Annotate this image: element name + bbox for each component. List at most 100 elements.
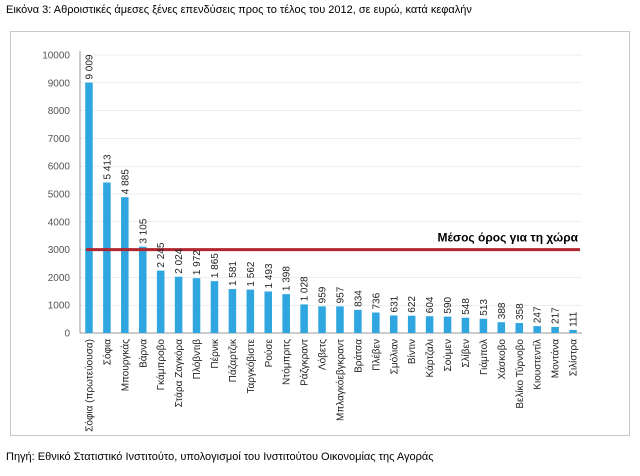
category-label: Σούμεν xyxy=(442,339,454,371)
bar xyxy=(228,289,237,333)
category-label: Ντόμπριτς xyxy=(281,339,293,385)
category-label: Σλίβεν xyxy=(460,339,472,368)
category-label: Σιλίστρα xyxy=(568,339,580,376)
y-tick-label: 7000 xyxy=(48,134,71,145)
bars xyxy=(85,82,577,333)
category-label: Μοντάνα xyxy=(550,339,562,378)
y-tick-label: 0 xyxy=(64,329,70,340)
category-label: Ταργκόβιστε xyxy=(245,338,257,393)
chart-frame xyxy=(10,31,630,436)
category-label: Σμόλιαν xyxy=(388,339,400,374)
category-label: Χάσκοβο xyxy=(496,339,508,380)
bar-value-label: 2 024 xyxy=(174,248,185,273)
bar xyxy=(389,315,398,333)
bar xyxy=(569,329,577,333)
bar xyxy=(497,322,506,333)
bar xyxy=(174,276,183,333)
bar xyxy=(461,317,470,333)
bar xyxy=(336,306,344,333)
bar xyxy=(407,315,416,333)
bar xyxy=(138,246,147,333)
y-tick-label: 3000 xyxy=(48,245,71,256)
bar-value-label: 247 xyxy=(533,306,544,323)
bar xyxy=(192,278,201,333)
bar-value-label: 604 xyxy=(425,296,436,313)
category-label: Βελίκο Τύρνοβο xyxy=(514,339,526,409)
bar-value-label: 622 xyxy=(407,296,418,313)
category-label: Μπουργκάς xyxy=(119,339,131,391)
bar-value-label: 217 xyxy=(551,307,562,324)
y-tick-label: 10000 xyxy=(42,51,70,62)
y-tick-label: 9000 xyxy=(48,78,71,89)
y-tick-label: 8000 xyxy=(48,106,71,117)
category-label: Βάρνα xyxy=(137,339,149,368)
bar xyxy=(318,306,326,333)
bar xyxy=(300,304,308,333)
bar-value-label: 1 972 xyxy=(192,250,203,275)
bar-value-label: 548 xyxy=(461,298,472,315)
figure-title: Εικόνα 3: Αθροιστικές άμεσες ξένες επενδ… xyxy=(6,4,472,16)
bar-value-label: 513 xyxy=(479,299,490,316)
category-label: Πλέβεν xyxy=(370,339,382,371)
bar xyxy=(156,270,165,333)
bar-value-label: 834 xyxy=(353,290,364,307)
category-label: Κάρτζαλι xyxy=(424,339,436,377)
category-label: Στάρα Ζαγκόρα xyxy=(173,339,185,408)
bar-value-label: 2 245 xyxy=(156,242,167,267)
y-tick-label: 4000 xyxy=(48,217,71,228)
y-tick-label: 2000 xyxy=(48,273,71,284)
bar xyxy=(282,294,290,333)
category-label: Λόβετς xyxy=(317,339,329,370)
bar-value-label: 1 562 xyxy=(246,261,257,286)
category-label: Μπλαγκόεβγκραντ xyxy=(334,339,346,421)
category-label: Ράζγκραντ xyxy=(299,339,311,386)
figure-source: Πηγή: Εθνικό Στατιστικό Ινστιτούτο, υπολ… xyxy=(6,451,434,463)
bar-value-label: 3 105 xyxy=(138,218,149,243)
bar xyxy=(443,316,452,333)
reference-line-label: Μέσος όρος για τη χώρα xyxy=(437,231,578,245)
category-label: Πέρνικ xyxy=(209,338,221,369)
y-tick-label: 6000 xyxy=(48,162,71,173)
bar-value-label: 111 xyxy=(569,311,580,327)
bar-value-label: 590 xyxy=(443,296,454,313)
y-tick-label: 1000 xyxy=(48,301,71,312)
bar xyxy=(354,309,362,333)
bar xyxy=(425,316,434,333)
bar-value-label: 1 865 xyxy=(210,253,221,278)
category-label: Πλόβντιβ xyxy=(191,339,203,380)
y-gridlines xyxy=(80,54,582,334)
labels: 9 009 Σόφια (πρωτεύουσα) 5 413 Σόφια 4 885 Μπ… xyxy=(83,54,579,432)
bar xyxy=(210,281,219,333)
bar-value-label: 358 xyxy=(515,303,526,320)
bar-value-label: 5 413 xyxy=(102,154,113,179)
reference-line-group: Μέσος όρος για τη χώρα xyxy=(86,231,580,252)
y-tick-label: 5000 xyxy=(48,190,71,201)
bar xyxy=(121,197,129,333)
category-label: Ρούσε xyxy=(263,338,275,367)
bar xyxy=(103,182,111,333)
bar-value-label: 736 xyxy=(371,292,382,309)
category-label: Βίντιν xyxy=(406,339,418,364)
bar-value-label: 957 xyxy=(335,286,346,303)
bar-value-label: 1 581 xyxy=(228,261,239,286)
category-label: Βράτσα xyxy=(352,339,364,373)
bar xyxy=(264,291,273,333)
category-label: Γκάμπροβο xyxy=(155,339,167,391)
bar xyxy=(479,318,488,333)
bar xyxy=(515,323,524,333)
bar xyxy=(85,82,93,333)
bar-value-label: 1 398 xyxy=(282,266,293,291)
bar-value-label: 1 028 xyxy=(300,276,311,301)
category-label: Σόφια xyxy=(101,339,113,365)
bar xyxy=(533,326,541,333)
bar-value-label: 1 493 xyxy=(264,263,275,288)
bar-value-label: 4 885 xyxy=(120,169,131,194)
bar-value-label: 631 xyxy=(389,295,400,312)
bar xyxy=(246,289,255,333)
bar-value-label: 388 xyxy=(497,302,508,319)
bar xyxy=(551,326,559,333)
category-label: Γιάμπολ xyxy=(478,339,490,375)
category-label: Σόφια (πρωτεύουσα) xyxy=(83,339,95,432)
bar xyxy=(372,312,380,333)
